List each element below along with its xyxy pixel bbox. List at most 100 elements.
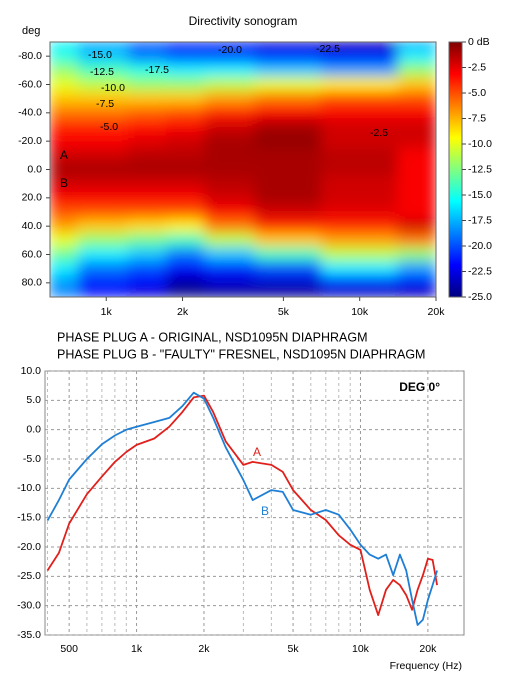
series-label: B [261,504,269,518]
heat-cell [397,147,436,163]
heat-cell [166,91,206,107]
heat-cell [254,275,323,291]
heat-cell [166,76,206,93]
heat-cell [254,91,323,107]
heat-cell [204,76,256,93]
heat-cell [166,161,206,178]
contour-label: -20.0 [218,44,242,56]
x-tick-label: 500 [60,643,78,655]
heat-cell [204,42,256,50]
heat-cell [204,232,256,248]
heat-cell [77,176,130,192]
heat-cell [321,246,399,263]
y-tick-label: 20.0 [22,192,43,204]
heat-cell [128,161,168,178]
line-subtitle: PHASE PLUG B - "FAULTY" FRESNEL, NSD1095… [57,347,425,361]
y-axis-label: deg [22,25,40,37]
heat-cell [166,62,206,78]
heat-cell [204,119,256,135]
colorbar-tick-label: -2.5 [468,61,486,73]
heat-cell [50,42,79,50]
y-tick-label: -35.0 [17,629,41,641]
colorbar [448,41,463,298]
line-title: PHASE PLUG A - ORIGINAL, NSD1095N DIAPHR… [57,330,368,344]
heat-cell [321,261,399,277]
y-tick-label: -10.0 [17,482,41,494]
contour-label: -2.5 [370,127,388,139]
line-plot: AB [45,370,464,636]
heat-cell [254,261,323,277]
heat-cell [321,62,399,78]
series-label: A [253,445,261,459]
heat-cell [166,218,206,234]
heat-cell [166,105,206,121]
heat-cell [397,232,436,248]
y-tick-label: 10.0 [21,365,42,377]
x-axis-label: Frequency (Hz) [390,660,462,672]
heat-cell [50,161,79,178]
heat-cell [128,147,168,163]
contour-label: -10.0 [101,82,125,94]
heat-cell [204,62,256,78]
heatmap-title: Directivity sonogram [189,14,298,28]
heat-cell [128,275,168,291]
heat-cell [254,204,323,220]
heat-cell [254,105,323,121]
heat-cell [204,275,256,291]
heat-cell [204,147,256,163]
heat-cell [254,232,323,248]
y-tick-label: -80.0 [18,50,42,62]
heat-cell [397,289,436,297]
heat-cell [397,62,436,78]
heat-cell [50,91,79,107]
heat-cell [254,218,323,234]
colorbar-tick-label: -20.0 [468,240,492,252]
heat-cell [254,42,323,50]
y-tick-label: 5.0 [26,394,41,406]
heat-cell [254,190,323,206]
x-tick-label: 20k [419,643,437,655]
heat-cell [50,105,79,121]
heat-cell [166,232,206,248]
heat-cell [204,133,256,149]
heat-cell [128,76,168,93]
heat-cell [128,42,168,50]
heat-cell [50,204,79,220]
heat-cell [254,147,323,163]
heat-cell [77,48,130,64]
heat-cell [77,261,130,277]
heat-cell [397,275,436,291]
heat-cell [397,261,436,277]
heat-cell [50,147,79,163]
series-line [46,394,438,616]
heat-cell [77,246,130,263]
heat-cell [397,204,436,220]
heat-cell [321,190,399,206]
heat-cell [77,275,130,291]
heat-cell [254,119,323,135]
colorbar-tick-label: -17.5 [468,214,492,226]
heat-cell [397,91,436,107]
heat-cell [204,105,256,121]
heat-cell [321,176,399,192]
colorbar-tick-label: -12.5 [468,163,492,175]
plot-frame [44,370,465,636]
heat-cell [254,62,323,78]
heat-cell [321,42,399,50]
heat-cell [254,133,323,149]
heat-cell [166,275,206,291]
y-tick-label: -5.0 [23,453,41,465]
plug-label: A [60,148,68,162]
heat-cell [204,161,256,178]
heat-cell [166,204,206,220]
contour-label: -12.5 [90,66,114,78]
heat-cell [204,289,256,297]
heat-cell [128,48,168,64]
heat-cell [77,147,130,163]
colorbar-tick-label: -25.0 [468,291,492,303]
heat-cell [204,91,256,107]
heat-cell [50,76,79,93]
heat-cell [50,119,79,135]
heat-cell [397,76,436,93]
x-tick-label: 10k [352,643,370,655]
